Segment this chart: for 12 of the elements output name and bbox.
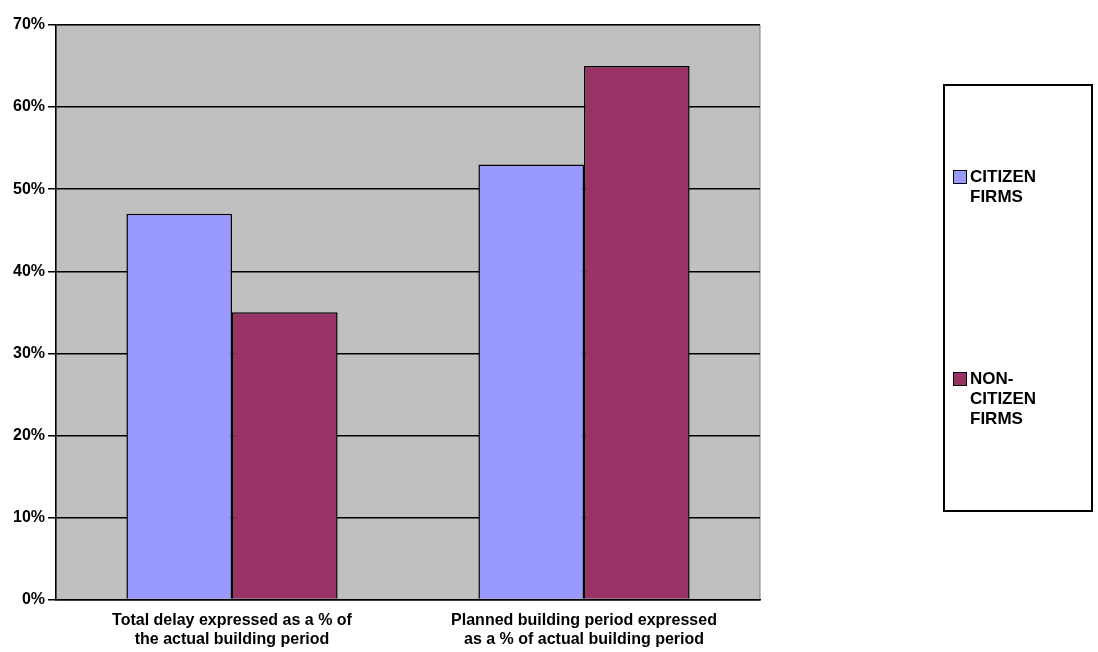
y-tick-label: 50% <box>12 179 46 197</box>
x-tick-label: Planned building period expressed as a % of actual building period <box>451 610 717 647</box>
y-tick-label: 20% <box>12 425 46 443</box>
legend-label: NON-CITIZEN FIRMS <box>970 369 1038 429</box>
y-tick-label: 30% <box>12 343 46 361</box>
y-tick-label: 10% <box>12 507 46 525</box>
legend-label: CITIZEN FIRMS <box>970 167 1038 207</box>
y-tick-label: 40% <box>12 261 46 279</box>
y-tick-label: 70% <box>12 15 46 33</box>
x-tick-label: Total delay expressed as a % of the actual building period <box>112 610 353 647</box>
y-tick-label: 60% <box>12 97 46 115</box>
y-tick-label: 0% <box>21 590 46 608</box>
